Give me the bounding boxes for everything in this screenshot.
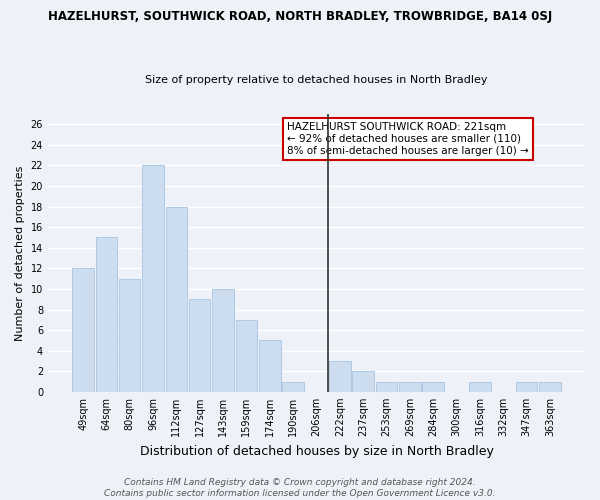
Bar: [352, 371, 374, 392]
Bar: [95, 238, 117, 392]
Bar: [236, 320, 257, 392]
Bar: [166, 206, 187, 392]
Bar: [119, 278, 140, 392]
Bar: [189, 299, 211, 392]
Bar: [259, 340, 281, 392]
Text: HAZELHURST SOUTHWICK ROAD: 221sqm
← 92% of detached houses are smaller (110)
8% : HAZELHURST SOUTHWICK ROAD: 221sqm ← 92% …: [287, 122, 529, 156]
X-axis label: Distribution of detached houses by size in North Bradley: Distribution of detached houses by size …: [140, 444, 493, 458]
Bar: [399, 382, 421, 392]
Bar: [142, 166, 164, 392]
Y-axis label: Number of detached properties: Number of detached properties: [15, 165, 25, 340]
Bar: [422, 382, 444, 392]
Bar: [329, 361, 350, 392]
Text: Contains HM Land Registry data © Crown copyright and database right 2024.
Contai: Contains HM Land Registry data © Crown c…: [104, 478, 496, 498]
Bar: [73, 268, 94, 392]
Bar: [516, 382, 537, 392]
Text: HAZELHURST, SOUTHWICK ROAD, NORTH BRADLEY, TROWBRIDGE, BA14 0SJ: HAZELHURST, SOUTHWICK ROAD, NORTH BRADLE…: [48, 10, 552, 23]
Bar: [539, 382, 560, 392]
Bar: [283, 382, 304, 392]
Title: Size of property relative to detached houses in North Bradley: Size of property relative to detached ho…: [145, 76, 488, 86]
Bar: [376, 382, 397, 392]
Bar: [469, 382, 491, 392]
Bar: [212, 289, 234, 392]
